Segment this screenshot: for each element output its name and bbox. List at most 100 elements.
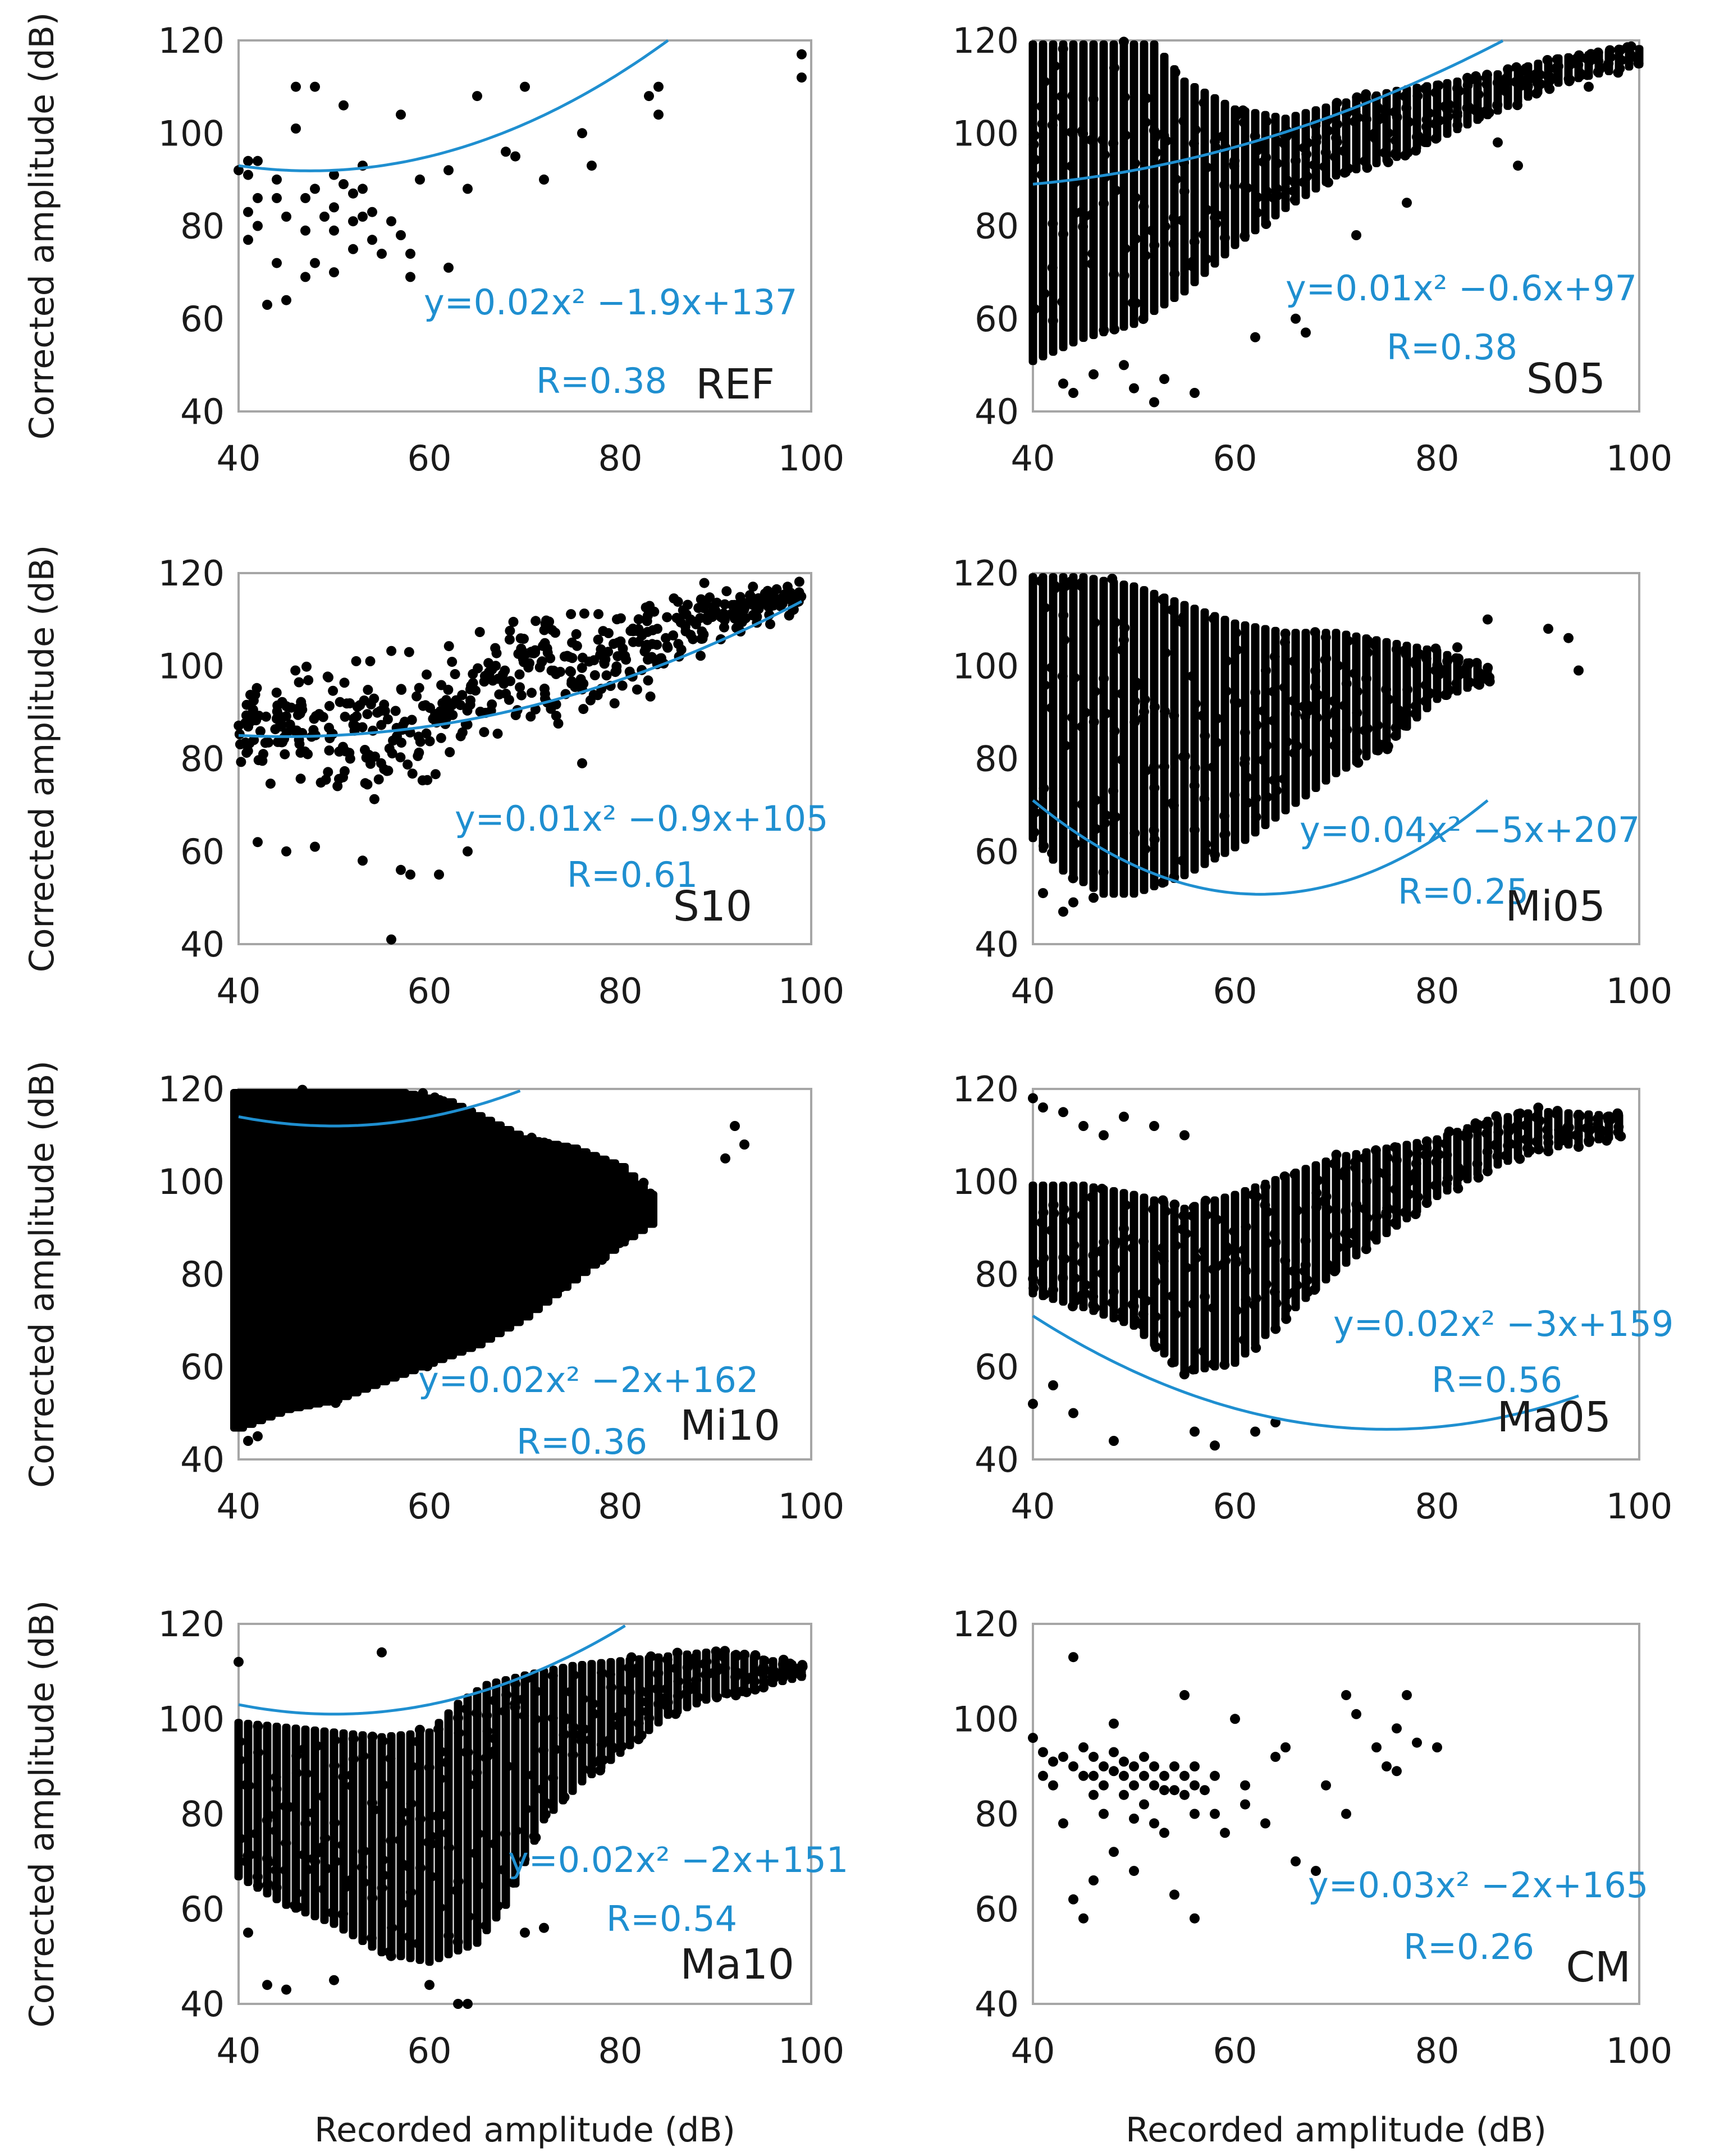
data-point — [1391, 722, 1401, 733]
data-point-column — [1049, 40, 1058, 356]
data-point-column — [1150, 589, 1159, 891]
data-point — [593, 1176, 603, 1186]
data-point — [324, 745, 335, 756]
data-point — [1421, 121, 1432, 132]
data-point — [1361, 89, 1371, 99]
data-point — [1067, 1215, 1077, 1226]
data-point — [404, 647, 414, 657]
data-point-column — [1129, 1191, 1138, 1330]
data-point — [300, 272, 310, 282]
data-point-column — [1190, 1202, 1199, 1375]
data-point — [644, 91, 654, 102]
data-point — [435, 1774, 446, 1784]
x-tick-label: 40 — [1011, 971, 1055, 1011]
data-point-column — [1261, 625, 1270, 830]
data-point — [1321, 1191, 1332, 1202]
data-point — [601, 1160, 612, 1171]
data-point — [606, 1741, 617, 1752]
data-point — [1440, 666, 1451, 677]
data-point — [1359, 1153, 1370, 1164]
data-point — [1288, 656, 1299, 667]
data-point — [1119, 1111, 1129, 1122]
panel-title: S05 — [1526, 355, 1606, 403]
data-point — [1200, 1291, 1210, 1302]
data-point-column — [1089, 575, 1098, 892]
data-point — [382, 714, 393, 725]
data-point — [340, 1882, 350, 1893]
data-point — [1309, 159, 1319, 170]
data-point — [1361, 114, 1371, 125]
data-point — [257, 756, 268, 766]
data-point — [617, 680, 628, 691]
y-tick-label: 60 — [975, 1347, 1019, 1388]
data-point — [1200, 846, 1211, 857]
data-point — [767, 1672, 778, 1682]
data-point — [1147, 225, 1157, 236]
data-point — [1221, 1242, 1232, 1252]
data-point — [1370, 133, 1380, 144]
data-point — [243, 1436, 253, 1446]
y-tick-label: 120 — [158, 553, 225, 594]
data-point — [739, 1139, 749, 1150]
data-point — [621, 1207, 632, 1218]
data-point — [329, 1818, 340, 1828]
data-point — [401, 1206, 412, 1217]
data-point — [1099, 1780, 1109, 1791]
data-point — [1513, 161, 1523, 171]
data-point — [243, 745, 253, 756]
data-point — [426, 1871, 437, 1882]
data-point — [329, 1760, 340, 1771]
data-point — [1066, 576, 1077, 587]
data-point — [712, 597, 722, 608]
data-point — [1048, 218, 1058, 229]
data-point — [363, 685, 373, 695]
data-point — [463, 184, 473, 194]
data-point — [1240, 727, 1250, 738]
data-point — [1521, 1120, 1531, 1130]
data-point — [1258, 706, 1269, 716]
data-point — [1097, 1183, 1107, 1194]
data-point — [1321, 1780, 1331, 1791]
data-point-column — [1281, 1172, 1290, 1321]
data-point — [1312, 690, 1323, 701]
data-point — [1119, 1223, 1129, 1234]
data-point — [339, 179, 349, 190]
data-point — [606, 1682, 616, 1693]
data-point — [1593, 56, 1604, 66]
data-point — [1077, 1257, 1087, 1268]
data-point — [420, 1240, 431, 1251]
data-points — [1028, 1652, 1442, 1924]
data-point — [253, 1721, 263, 1732]
data-point-column — [1362, 94, 1371, 171]
data-point — [1179, 1130, 1190, 1141]
data-point — [504, 634, 515, 645]
data-point — [640, 1212, 651, 1223]
data-point — [1251, 793, 1261, 803]
data-point — [1421, 1198, 1432, 1208]
data-point-column — [587, 1660, 596, 1778]
data-point — [1391, 644, 1402, 654]
data-point — [521, 1803, 532, 1814]
data-point — [1370, 1145, 1381, 1156]
data-point — [1574, 1142, 1584, 1152]
trendline-equation: y=0.01x² −0.9x+105 — [455, 798, 828, 839]
data-point — [577, 652, 588, 663]
data-point — [365, 1182, 376, 1192]
data-point — [548, 1773, 559, 1783]
data-point — [1048, 1380, 1058, 1390]
data-point — [392, 1194, 403, 1205]
data-point — [1169, 268, 1180, 279]
data-point — [501, 1690, 511, 1700]
data-point — [1087, 259, 1097, 269]
data-point-column — [1049, 573, 1058, 864]
data-point — [730, 1672, 740, 1682]
data-point — [510, 1702, 520, 1713]
data-point-column — [1129, 40, 1138, 328]
data-point — [404, 1931, 414, 1942]
data-point — [1493, 137, 1503, 148]
data-point-column — [406, 1730, 415, 1962]
data-point — [473, 1880, 483, 1891]
data-point-column — [1220, 1193, 1229, 1369]
data-point — [720, 599, 730, 610]
